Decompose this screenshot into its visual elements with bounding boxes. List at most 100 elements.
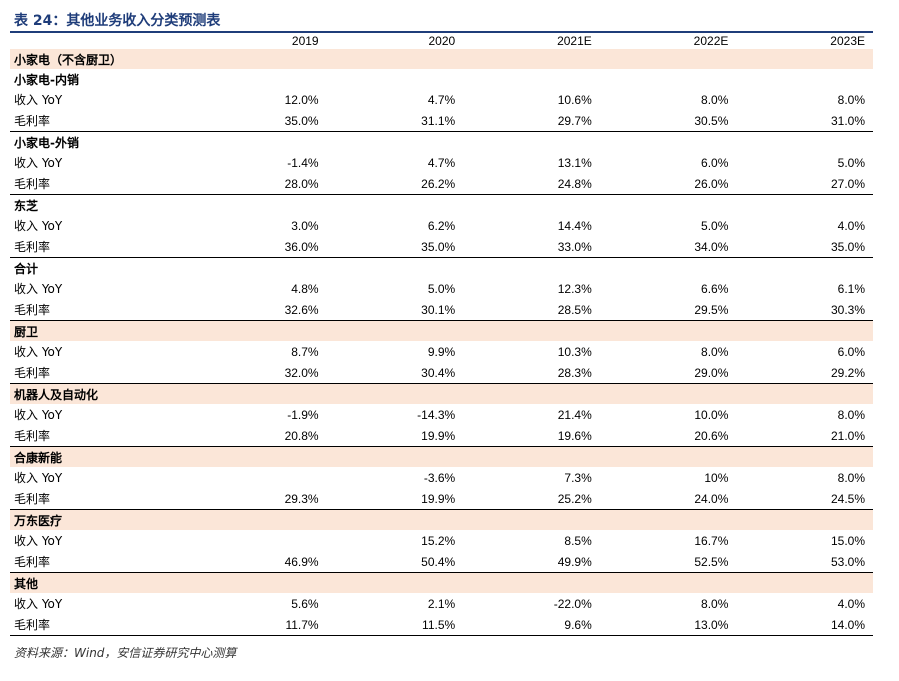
cell-value: -14.3% xyxy=(417,407,456,422)
cell-value: 9.6% xyxy=(463,614,600,636)
group-header-row: 机器人及自动化 xyxy=(10,383,873,404)
cell-value: 5.6% xyxy=(291,596,319,611)
table-row: 毛利率 32.6% 30.1% 28.5% 29.5% 30.3% xyxy=(10,299,873,321)
table-row: 毛利率 29.3% 19.9% 25.2% 24.0% 24.5% xyxy=(10,488,873,510)
cell-value: 32.6% xyxy=(190,299,327,321)
group-header-row: 小家电-外销 xyxy=(10,131,873,152)
cell-value: 35.0% xyxy=(736,236,873,258)
cell-value: 20.8% xyxy=(190,425,327,447)
cell-value: 8.0% xyxy=(701,344,729,359)
cell-value: 27.0% xyxy=(736,173,873,195)
cell-value: 33.0% xyxy=(463,236,600,258)
cell-value: 21.4% xyxy=(557,407,592,422)
cell-value: 4.7% xyxy=(427,155,456,170)
row-label: 毛利率 xyxy=(10,488,190,510)
cell-value: 8.0% xyxy=(837,407,865,422)
table-row: 收入 YoY -3.6% 7.3% 10% 8.0% xyxy=(10,467,873,488)
cell-value: 30.4% xyxy=(326,362,464,384)
cell-value: 24.8% xyxy=(463,173,600,195)
table-row: 毛利率 11.7% 11.5% 9.6% 13.0% 14.0% xyxy=(10,614,873,636)
group-label: 厨卫 xyxy=(10,320,873,341)
cell-value: 52.5% xyxy=(599,551,737,573)
cell-value: 6.1% xyxy=(837,281,865,296)
cell-value: 26.0% xyxy=(599,173,737,195)
cell-value: 19.9% xyxy=(326,488,464,510)
row-label: 毛利率 xyxy=(10,110,190,132)
group-header-row: 东芝 xyxy=(10,194,873,215)
row-label: 毛利率 xyxy=(10,425,190,447)
table-row: 收入 YoY 8.7% 9.9% 10.3% 8.0% 6.0% xyxy=(10,341,873,362)
header-2021e: 2021E xyxy=(557,33,592,48)
group-label: 其他 xyxy=(10,572,873,593)
cell-value: 34.0% xyxy=(599,236,737,258)
cell-value: 46.9% xyxy=(190,551,327,573)
cell-value: 53.0% xyxy=(736,551,873,573)
cell-value xyxy=(190,467,327,488)
cell-value: 35.0% xyxy=(326,236,464,258)
row-label: 收入 YoY xyxy=(14,282,63,296)
cell-value: 13.0% xyxy=(599,614,737,636)
cell-value: 14.4% xyxy=(557,218,592,233)
table-row: 收入 YoY 5.6% 2.1% -22.0% 8.0% 4.0% xyxy=(10,593,873,614)
row-label: 收入 YoY xyxy=(14,93,63,107)
cell-value: 8.0% xyxy=(701,92,729,107)
header-2023e: 2023E xyxy=(830,33,865,48)
table-row: 收入 YoY -1.9% -14.3% 21.4% 10.0% 8.0% xyxy=(10,404,873,425)
cell-value: 19.9% xyxy=(326,425,464,447)
cell-value: 6.2% xyxy=(427,218,456,233)
table-row: 收入 YoY 3.0% 6.2% 14.4% 5.0% 4.0% xyxy=(10,215,873,236)
table-row: 毛利率 32.0% 30.4% 28.3% 29.0% 29.2% xyxy=(10,362,873,384)
cell-value: 13.1% xyxy=(557,155,592,170)
group-header-row: 其他 xyxy=(10,572,873,593)
cell-value: 6.0% xyxy=(701,155,729,170)
group-label: 合康新能 xyxy=(10,446,873,467)
cell-value: 15.2% xyxy=(421,533,456,548)
group-label: 合计 xyxy=(10,257,873,278)
row-label: 收入 YoY xyxy=(14,534,63,548)
forecast-table: 2019 2020 2021E 2022E 2023E 小家电（不含厨卫） 小家… xyxy=(10,32,873,636)
row-label: 毛利率 xyxy=(10,362,190,384)
group-header-row: 合计 xyxy=(10,257,873,278)
cell-value: 8.7% xyxy=(291,344,319,359)
row-label: 毛利率 xyxy=(10,173,190,195)
group-header-row: 小家电-内销 xyxy=(10,69,873,89)
cell-value: 8.0% xyxy=(837,470,865,485)
header-blank xyxy=(10,32,190,49)
header-2022e: 2022E xyxy=(693,33,729,48)
cell-value: 4.8% xyxy=(291,281,319,296)
table-row: 收入 YoY 12.0% 4.7% 10.6% 8.0% 8.0% xyxy=(10,89,873,110)
cell-value: 32.0% xyxy=(190,362,327,384)
cell-value: 9.9% xyxy=(427,344,456,359)
cell-value: 7.3% xyxy=(564,470,592,485)
cell-value: 24.0% xyxy=(599,488,737,510)
cell-value: 6.6% xyxy=(701,281,729,296)
row-label: 收入 YoY xyxy=(14,156,63,170)
cell-value: 49.9% xyxy=(463,551,600,573)
cell-value: 21.0% xyxy=(736,425,873,447)
row-label: 毛利率 xyxy=(10,551,190,573)
cell-value: 31.1% xyxy=(326,110,464,132)
cell-value: 8.0% xyxy=(837,92,865,107)
group-header-row: 万东医疗 xyxy=(10,509,873,530)
cell-value: 4.0% xyxy=(837,218,865,233)
table-row: 毛利率 46.9% 50.4% 49.9% 52.5% 53.0% xyxy=(10,551,873,573)
row-label: 收入 YoY xyxy=(14,471,63,485)
cell-value: 20.6% xyxy=(599,425,737,447)
group-header-row: 合康新能 xyxy=(10,446,873,467)
group-label: 小家电-外销 xyxy=(10,131,873,152)
source-note: 资料来源：Wind，安信证券研究中心测算 xyxy=(14,646,237,660)
cell-value: 26.2% xyxy=(326,173,464,195)
row-label: 收入 YoY xyxy=(14,219,63,233)
cell-value: 8.0% xyxy=(701,596,729,611)
cell-value: 29.3% xyxy=(190,488,327,510)
table-row: 毛利率 28.0% 26.2% 24.8% 26.0% 27.0% xyxy=(10,173,873,195)
cell-value: 29.0% xyxy=(599,362,737,384)
table-row: 毛利率 35.0% 31.1% 29.7% 30.5% 31.0% xyxy=(10,110,873,132)
row-label: 毛利率 xyxy=(10,236,190,258)
cell-value: 11.5% xyxy=(326,614,464,636)
cell-value: 14.0% xyxy=(736,614,873,636)
cell-value: 5.0% xyxy=(427,281,456,296)
cell-value: 12.0% xyxy=(284,92,319,107)
header-2019: 2019 xyxy=(291,33,319,48)
table-title: 表 24：其他业务收入分类预测表 xyxy=(14,13,221,29)
